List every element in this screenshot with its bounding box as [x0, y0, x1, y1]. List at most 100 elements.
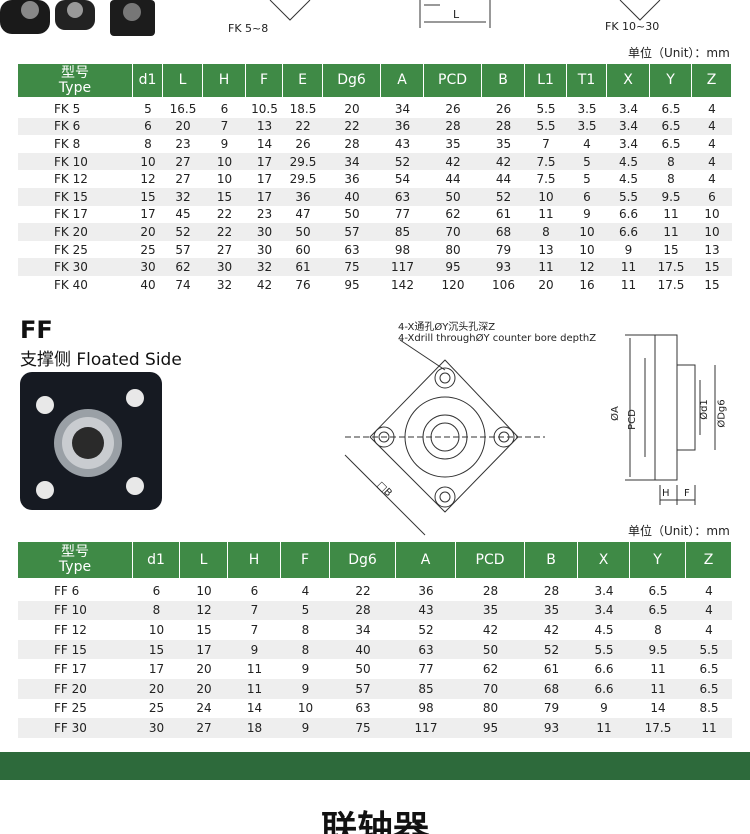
table-cell: 57 — [175, 242, 191, 257]
fk-sketches — [269, 0, 661, 28]
table-cell: 50 — [295, 224, 311, 239]
table-cell: 50 — [445, 189, 461, 204]
table-cell: 85 — [418, 681, 434, 696]
table-cell: 5.5 — [594, 642, 614, 657]
table-cell: 70 — [482, 681, 499, 696]
table-cell: 11 — [246, 681, 263, 696]
table-cell: 11 — [701, 720, 717, 735]
ff-front-drawing — [344, 339, 545, 536]
table-cell: 28 — [344, 136, 360, 151]
table-cell: 8 — [542, 224, 550, 239]
header-cell: Z — [686, 542, 732, 578]
table-cell: 76 — [295, 277, 311, 292]
table-cell: 14 — [650, 701, 666, 716]
table-cell: 22 — [355, 583, 371, 598]
table-cell: 30 — [216, 260, 233, 275]
table-cell: 7.5 — [536, 172, 556, 187]
table-cell: 4 — [708, 136, 716, 151]
table-cell: FK 10 — [54, 154, 88, 169]
table-cell: 61 — [295, 260, 311, 275]
header-line: Type — [58, 559, 92, 575]
table-cell: 42 — [256, 277, 273, 292]
table-cell: 68 — [543, 681, 560, 696]
table-cell: 68 — [495, 224, 512, 239]
table-row — [18, 620, 732, 640]
table-row — [18, 117, 732, 136]
ff-title: 支撑侧 Floated Side — [20, 350, 182, 370]
header-line: 型号 — [61, 544, 89, 560]
table-cell: 9 — [583, 207, 591, 222]
table-cell: 6 — [152, 583, 161, 598]
table-cell: FF 6 — [54, 583, 80, 598]
table-cell: 8 — [667, 172, 675, 187]
table-cell: 62 — [175, 260, 191, 275]
header-cell: d1 — [133, 542, 180, 578]
table-cell: 17 — [256, 154, 273, 169]
table-cell: 52 — [394, 154, 411, 169]
table-cell: 32 — [216, 277, 233, 292]
table-row — [18, 152, 732, 171]
table-cell: 16 — [579, 277, 595, 292]
table-row — [18, 600, 732, 621]
table-cell: 22 — [344, 119, 360, 134]
table-cell: 98 — [418, 701, 434, 716]
table-cell: 35 — [543, 603, 560, 618]
table-row — [18, 718, 732, 738]
table-cell: FK 25 — [54, 242, 88, 257]
table-cell: 3.5 — [577, 101, 597, 116]
table-cell: 44 — [445, 172, 461, 187]
table-cell: 57 — [344, 224, 360, 239]
header-cell: 型号 Type — [18, 64, 133, 97]
footer-heading: 联轴器 — [320, 809, 429, 834]
table-cell: 6 — [583, 189, 591, 204]
table-cell: 79 — [495, 242, 512, 257]
table-cell: 8.5 — [699, 701, 719, 716]
table-cell: 15 — [196, 622, 212, 637]
table-cell: 27 — [216, 242, 233, 257]
table-cell: 22 — [295, 119, 311, 134]
table-cell: 10 — [704, 224, 720, 239]
table-cell: 34 — [355, 622, 371, 637]
header-cell: L — [180, 542, 228, 578]
table-cell: 17.5 — [644, 720, 672, 735]
table-cell: FK 30 — [54, 260, 88, 275]
table-cell: 4 — [705, 583, 713, 598]
header-cell: d1 — [133, 64, 163, 97]
table-cell: 25 — [140, 242, 156, 257]
header-cell: L1 — [525, 64, 567, 97]
table-cell: 5.5 — [536, 101, 556, 116]
header-cell: X — [607, 64, 650, 97]
table-cell: FF 15 — [54, 642, 87, 657]
table-cell: 23 — [256, 207, 273, 222]
table-cell: 26 — [445, 101, 461, 116]
table-cell: 63 — [344, 242, 360, 257]
table-cell: 30 — [256, 224, 273, 239]
table-cell: 4 — [708, 119, 716, 134]
table-cell: 6.6 — [594, 681, 614, 696]
table-cell: 60 — [295, 242, 311, 257]
table-cell: 4 — [705, 622, 713, 637]
ff-photo — [20, 372, 162, 510]
table-cell: 98 — [394, 242, 411, 257]
table-cell: 42 — [543, 622, 560, 637]
table-cell: 17.5 — [657, 260, 685, 275]
dim-f: F — [684, 488, 690, 499]
header-cell: H — [203, 64, 246, 97]
header-cell: B — [482, 64, 525, 97]
table-cell: 10.5 — [251, 101, 278, 116]
dim-a: ØA — [609, 406, 621, 421]
table-cell: 7 — [250, 622, 259, 637]
table-cell: FK 5 — [54, 101, 81, 116]
header-cell: Z — [692, 64, 732, 97]
table-cell: 17 — [196, 642, 212, 657]
table-cell: 117 — [414, 720, 438, 735]
table-cell: 4 — [705, 603, 713, 618]
table-cell: 26 — [295, 136, 311, 151]
table-cell: 30 — [148, 720, 165, 735]
table-cell: FK 20 — [54, 224, 88, 239]
fk-photos — [0, 0, 155, 36]
table-cell: 35 — [482, 603, 499, 618]
table-cell: 6.5 — [661, 101, 681, 116]
table-cell: 11 — [538, 260, 554, 275]
